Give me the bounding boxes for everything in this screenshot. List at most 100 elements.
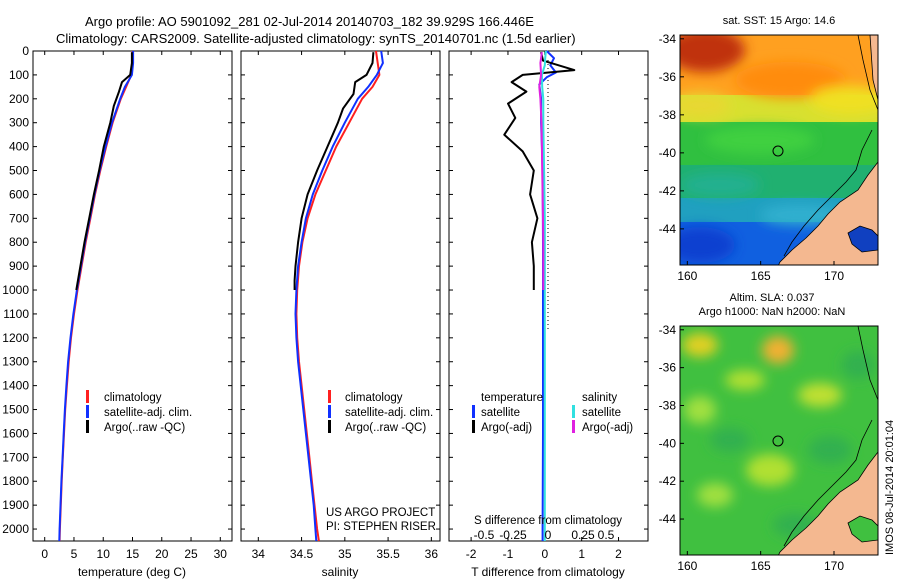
difference-depth-ticks	[449, 50, 648, 530]
x-tick-label: 0	[541, 547, 548, 561]
legend-swatch-temp-satellite	[472, 405, 475, 418]
temperature-series	[58, 51, 135, 542]
depth-tick-label: 900	[9, 259, 29, 273]
map-lat-label: -42	[659, 474, 677, 488]
sla-low-patch	[710, 428, 750, 452]
x-tick-label: 34.5	[290, 547, 314, 561]
sla-high-patch	[762, 336, 794, 364]
sst-texture	[680, 35, 878, 263]
argo-position-marker	[772, 435, 784, 447]
s-difference-axis-ticks: -0.5 -0.25 0 0.25 0.5	[474, 528, 615, 542]
sla-map-title-1: Altim. SLA: 0.037	[730, 292, 815, 304]
figure-title-line1: Argo profile: AO 5901092_281 02-Jul-2014…	[85, 14, 534, 29]
sla-texture	[682, 333, 874, 537]
x-tick-label: 36	[425, 547, 439, 561]
depth-tick-label: 2000	[2, 522, 29, 536]
map-lat-label: -34	[659, 323, 677, 337]
legend-label-sal-argo: Argo(-adj)	[582, 422, 633, 434]
sst-map-frame	[679, 34, 879, 266]
sla-map-ticks: 160 165 170 -34 -36 -38 -40 -42 -44	[659, 323, 845, 573]
sst-yellow-patch	[680, 93, 730, 117]
map-lon-label: 160	[677, 559, 697, 573]
legend-swatch-sal-satellite	[572, 405, 575, 418]
pi-annotation: PI: STEPHEN RISER	[326, 521, 436, 533]
map-lat-label: -34	[659, 32, 677, 46]
depth-tick-label: 1200	[2, 331, 29, 345]
depth-tick-label: 1400	[2, 379, 29, 393]
depth-tick-label: 1600	[2, 426, 29, 440]
sst-teal-patch	[680, 173, 760, 197]
sla-high-patch	[697, 483, 733, 507]
salinity-legend: climatology satellite-adj. clim. Argo(..…	[328, 390, 433, 434]
argo-position-marker	[772, 145, 784, 157]
sla-map-frame	[679, 325, 879, 556]
legend-label-satellite-adj: satellite-adj. clim.	[104, 407, 192, 419]
imos-timestamp: IMOS 08-Jul-2014 20:01:04	[884, 420, 896, 555]
s-difference-tick-label: 0.5	[598, 528, 615, 542]
sst-orange-patch	[735, 62, 845, 98]
map-lon-label: 165	[751, 269, 771, 283]
sst-yellow-patch	[810, 86, 878, 114]
map-lon-label: 160	[677, 269, 697, 283]
temperature-plot-frame	[32, 50, 233, 542]
legend-swatch-climatology	[86, 390, 89, 403]
series-line-salinity-argo-adj-	[538, 52, 545, 290]
depth-tick-label: 1100	[3, 307, 29, 321]
sla-high-patch	[725, 370, 765, 390]
sst-hot-core	[680, 35, 745, 72]
figure-title-line2: Climatology: CARS2009. Satellite-adjuste…	[56, 31, 576, 46]
legend-swatch-temp-argo	[472, 420, 475, 433]
x-tick-label: 25	[184, 547, 198, 561]
difference-series	[503, 50, 576, 541]
sla-low-patch	[808, 436, 852, 464]
sla-low-patch	[842, 351, 874, 379]
depth-tick-label: 400	[9, 140, 29, 154]
x-tick-label: 10	[97, 547, 111, 561]
x-tick-label: -1	[503, 547, 514, 561]
legend-swatch-satellite-adj	[86, 405, 89, 418]
depth-tick-label: 0	[22, 44, 29, 58]
sst-map-panel: sat. SST: 15 Argo: 14.6	[659, 15, 879, 283]
sla-field	[680, 326, 878, 555]
difference-legend: temperature satellite Argo(-adj) salinit…	[472, 392, 633, 434]
map-lat-label: -38	[659, 108, 677, 122]
x-tick-label: 35	[338, 547, 352, 561]
coast-contour	[783, 326, 878, 547]
t-difference-axis-label: T difference from climatology	[471, 565, 625, 579]
x-tick-label: 30	[214, 547, 228, 561]
x-tick-label: 34	[252, 547, 266, 561]
x-tick-label: -2	[466, 547, 477, 561]
depth-tick-label: 800	[9, 235, 29, 249]
legend-label-climatology: climatology	[104, 392, 162, 404]
temperature-axis-label: temperature (deg C)	[78, 565, 186, 579]
map-lat-label: -40	[659, 146, 677, 160]
x-tick-label: 5	[71, 547, 78, 561]
project-annotation: US ARGO PROJECT	[326, 507, 435, 519]
map-lat-label: -40	[659, 436, 677, 450]
map-lat-label: -36	[659, 361, 677, 375]
temperature-axis-ticks: 0 5 10 15 20 25 30	[41, 51, 227, 561]
salinity-depth-ticks	[241, 50, 440, 530]
map-lat-label: -36	[659, 70, 677, 84]
depth-tick-label: 300	[9, 116, 29, 130]
x-tick-label: 2	[615, 547, 622, 561]
depth-tick-label: 600	[9, 187, 29, 201]
x-tick-label: 35.5	[376, 547, 400, 561]
sst-green-patch	[705, 126, 815, 154]
x-tick-label: 0	[41, 547, 48, 561]
x-tick-label: 20	[155, 547, 169, 561]
stewart-island-land	[847, 515, 878, 543]
series-line-argo-raw-qc-	[293, 52, 375, 290]
temperature-panel: 0100200300400500600700800900100011001200…	[2, 44, 233, 579]
depth-tick-label: 500	[9, 164, 29, 178]
map-lon-label: 170	[824, 269, 844, 283]
map-lat-label: -44	[659, 222, 677, 236]
depth-tick-label: 1300	[2, 355, 29, 369]
sla-high-patch	[684, 396, 716, 424]
temperature-legend: climatology satellite-adj. clim. Argo(..…	[86, 390, 192, 434]
legend-swatch-satellite-adj	[328, 405, 331, 418]
map-lat-label: -44	[659, 512, 677, 526]
sla-high-patch	[798, 383, 842, 407]
depth-tick-label: 1000	[2, 283, 29, 297]
